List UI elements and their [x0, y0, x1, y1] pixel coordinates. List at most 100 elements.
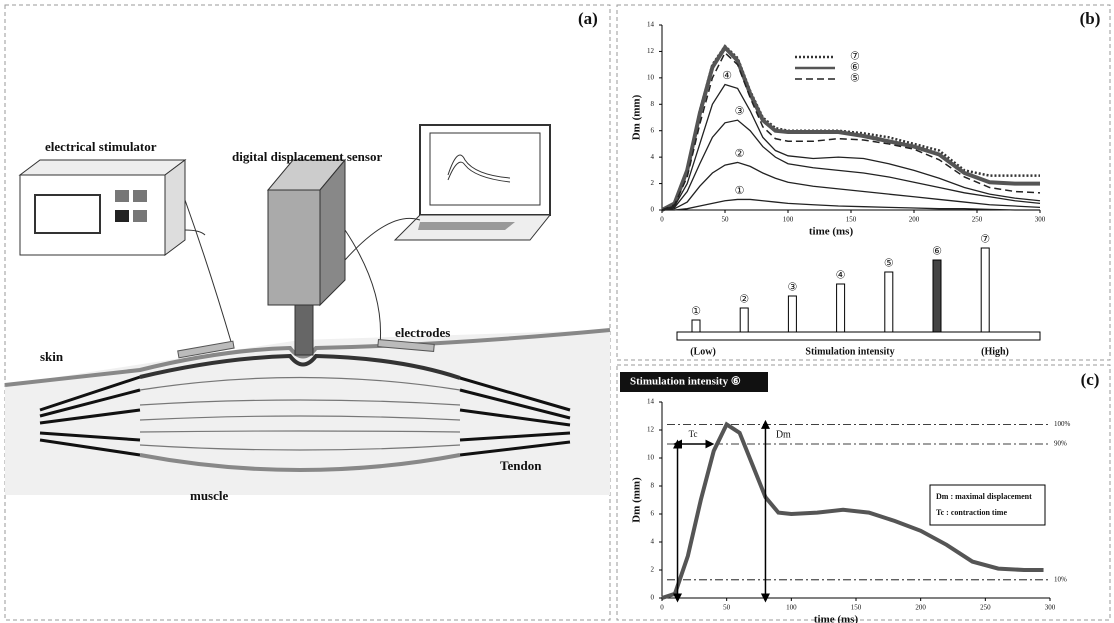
- x-tick-label: 100: [783, 216, 794, 224]
- bar-label: ⑦: [980, 234, 990, 246]
- label: digital displacement sensor: [232, 149, 382, 164]
- x-tick-label: 300: [1045, 604, 1056, 612]
- series-line: [661, 161, 1041, 211]
- title-box: [620, 372, 768, 392]
- y-tick-label: 2: [651, 566, 655, 574]
- x-tick-label: 0: [660, 216, 664, 224]
- note: Tc : contraction time: [936, 508, 1007, 517]
- tendon-left: [39, 375, 141, 457]
- x-tick-label: 0: [660, 604, 664, 612]
- panel-a-frame: [4, 4, 611, 621]
- bar-label: ①: [691, 306, 701, 318]
- label: muscle: [190, 488, 229, 503]
- bar: [884, 271, 894, 333]
- y-tick-label: 0: [651, 594, 655, 602]
- x-tick-label: 200: [909, 216, 920, 224]
- sensor: [266, 158, 347, 356]
- x-tick-label: 50: [723, 604, 731, 612]
- x-tick-label: 250: [972, 216, 983, 224]
- muscle-top: [139, 353, 461, 380]
- y-tick-label: 12: [647, 426, 655, 434]
- series-line: [662, 198, 1040, 211]
- y-tick-label: 14: [647, 21, 655, 29]
- y-tick-label: 6: [651, 510, 655, 518]
- series-label: ①: [735, 185, 745, 197]
- series-line: [661, 83, 1041, 211]
- bar: [980, 247, 990, 333]
- x-tick-label: 250: [980, 604, 991, 612]
- fibers: [139, 376, 461, 451]
- panel-label: (a): [578, 9, 598, 28]
- tendon-right: [459, 376, 571, 457]
- panel-a: (a) electrical stimulator digital displa…: [4, 9, 611, 503]
- chart-title: Stimulation intensity ⑥: [630, 376, 741, 388]
- bar: [932, 259, 942, 333]
- y-tick-label: 8: [651, 482, 655, 490]
- x-tick-label: 150: [846, 216, 857, 224]
- y-tick-label: 2: [651, 179, 655, 187]
- x-axis-label: time (ms): [814, 614, 859, 623]
- panel-label: (c): [1081, 370, 1100, 389]
- reference-label: 100%: [1054, 420, 1071, 428]
- series-label: ④: [722, 70, 732, 82]
- series-line: [661, 421, 1044, 600]
- x-tick-label: 50: [722, 216, 730, 224]
- bar-label: ⑤: [884, 258, 894, 270]
- series-line: [661, 119, 1041, 211]
- panel-c-frame: [616, 364, 1111, 621]
- annotation: Tc: [689, 429, 698, 439]
- bar-label: ④: [836, 270, 846, 282]
- bar: [787, 295, 797, 333]
- bar: [739, 307, 749, 333]
- bar-label: ②: [739, 294, 749, 306]
- y-tick-label: 8: [651, 100, 655, 108]
- y-tick-label: 10: [647, 73, 655, 81]
- label: electrodes: [395, 325, 450, 340]
- x-tick-label: 100: [786, 604, 797, 612]
- series-label: ②: [735, 148, 745, 160]
- note-box: [929, 484, 1046, 526]
- note: Dm : maximal displacement: [936, 492, 1032, 501]
- axis-label-low: (Low): [690, 346, 716, 357]
- bar-label: ⑥: [932, 246, 942, 258]
- laptop: [393, 124, 552, 241]
- panel-label: (b): [1080, 9, 1101, 28]
- stimulator-box: [18, 159, 187, 256]
- x-tick-label: 300: [1035, 216, 1046, 224]
- bar-label: ③: [787, 282, 797, 294]
- electrode: [377, 339, 435, 352]
- y-tick-label: 6: [651, 126, 655, 134]
- cables: [184, 199, 421, 346]
- y-axis-label: Dm (mm): [631, 477, 643, 523]
- label: skin: [40, 349, 64, 364]
- legend-label: ⑤: [850, 73, 860, 85]
- y-tick-label: 4: [651, 538, 655, 546]
- muscle-bottom: [139, 453, 461, 472]
- legend-label: ⑥: [850, 62, 860, 74]
- label: Tendon: [500, 458, 542, 473]
- y-tick-label: 14: [647, 398, 655, 406]
- bar: [691, 319, 701, 333]
- y-tick-label: 4: [651, 153, 655, 161]
- label: electrical stimulator: [45, 139, 157, 154]
- bar: [836, 283, 846, 333]
- x-tick-label: 150: [851, 604, 862, 612]
- baseline-strip: [676, 331, 1041, 341]
- reference-label: 10%: [1054, 575, 1067, 583]
- electrode: [177, 340, 235, 359]
- legend-label: ⑦: [850, 51, 860, 63]
- axis-label-high: (High): [981, 346, 1009, 357]
- y-tick-label: 12: [647, 47, 655, 55]
- y-axis-label: Dm (mm): [631, 94, 643, 140]
- y-tick-label: 10: [647, 454, 655, 462]
- panel-b-frame: [616, 4, 1111, 361]
- y-tick-label: 0: [651, 206, 655, 214]
- series-line: [661, 44, 1040, 212]
- x-tick-label: 200: [915, 604, 926, 612]
- x-axis-label: Stimulation intensity: [805, 346, 894, 357]
- x-axis-label: time (ms): [809, 226, 854, 238]
- series-label: ③: [735, 106, 745, 118]
- series-line: [661, 51, 1041, 211]
- reference-label: 90%: [1054, 440, 1067, 448]
